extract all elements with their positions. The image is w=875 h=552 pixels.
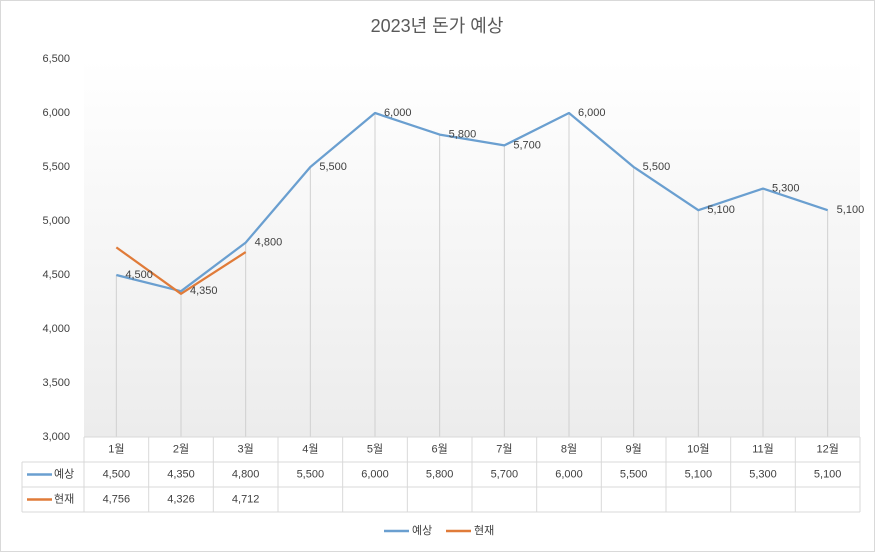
table-cell: 4,350 <box>167 468 195 480</box>
table-cell: 5,500 <box>620 468 648 480</box>
series-line <box>115 246 247 295</box>
table-series-name: 예상 <box>54 467 74 480</box>
x-tick-label: 6월 <box>432 442 448 455</box>
legend-label: 예상 <box>412 524 432 537</box>
plot-area <box>84 59 860 437</box>
table-cell: 4,326 <box>167 493 195 505</box>
y-tick-label: 3,500 <box>42 377 70 389</box>
x-tick-label: 9월 <box>626 442 642 455</box>
data-label: 6,000 <box>578 107 606 119</box>
data-label: 5,500 <box>643 161 671 173</box>
table-cell: 4,712 <box>232 493 260 505</box>
x-tick-label: 7월 <box>496 442 512 455</box>
table-cell: 4,800 <box>232 468 260 480</box>
data-label: 5,100 <box>837 204 865 216</box>
table-cell: 5,800 <box>426 468 454 480</box>
table-cell: 5,300 <box>749 468 777 480</box>
table-cell: 5,500 <box>297 468 325 480</box>
data-label: 5,800 <box>449 129 477 141</box>
x-tick-label: 3월 <box>238 442 254 455</box>
data-label: 5,700 <box>513 139 541 151</box>
x-tick-label: 8월 <box>561 442 577 455</box>
table-cell: 6,000 <box>361 468 389 480</box>
data-label: 4,350 <box>190 285 218 297</box>
x-tick-label: 5월 <box>367 442 383 455</box>
y-tick-label: 6,000 <box>42 107 70 119</box>
y-tick-label: 6,500 <box>42 53 70 65</box>
y-tick-label: 5,000 <box>42 215 70 227</box>
data-label: 5,300 <box>772 183 800 195</box>
chart-title: 2023년 돈가 예상 <box>371 16 504 36</box>
y-tick-label: 4,500 <box>42 269 70 281</box>
series-line <box>116 111 829 293</box>
data-label: 4,500 <box>125 269 153 281</box>
data-label: 5,100 <box>707 204 735 216</box>
x-tick-label: 2월 <box>173 442 189 455</box>
data-label: 5,500 <box>319 161 347 173</box>
data-label: 4,800 <box>255 237 283 249</box>
data-label: 6,000 <box>384 107 412 119</box>
table-cell: 4,756 <box>103 493 131 505</box>
y-tick-label: 5,500 <box>42 161 70 173</box>
x-tick-label: 11월 <box>752 442 774 455</box>
table-cell: 6,000 <box>555 468 583 480</box>
x-tick-label: 12월 <box>816 442 838 455</box>
x-tick-label: 10월 <box>687 442 709 455</box>
x-tick-label: 4월 <box>302 442 318 455</box>
y-tick-label: 4,000 <box>42 323 70 335</box>
legend-label: 현재 <box>474 524 494 537</box>
table-cell: 5,100 <box>814 468 842 480</box>
table-cell: 4,500 <box>103 468 131 480</box>
table-cell: 5,700 <box>491 468 519 480</box>
y-tick-label: 3,000 <box>42 431 70 443</box>
x-tick-label: 1월 <box>108 442 124 455</box>
table-cell: 5,100 <box>685 468 713 480</box>
table-series-name: 현재 <box>54 492 74 505</box>
